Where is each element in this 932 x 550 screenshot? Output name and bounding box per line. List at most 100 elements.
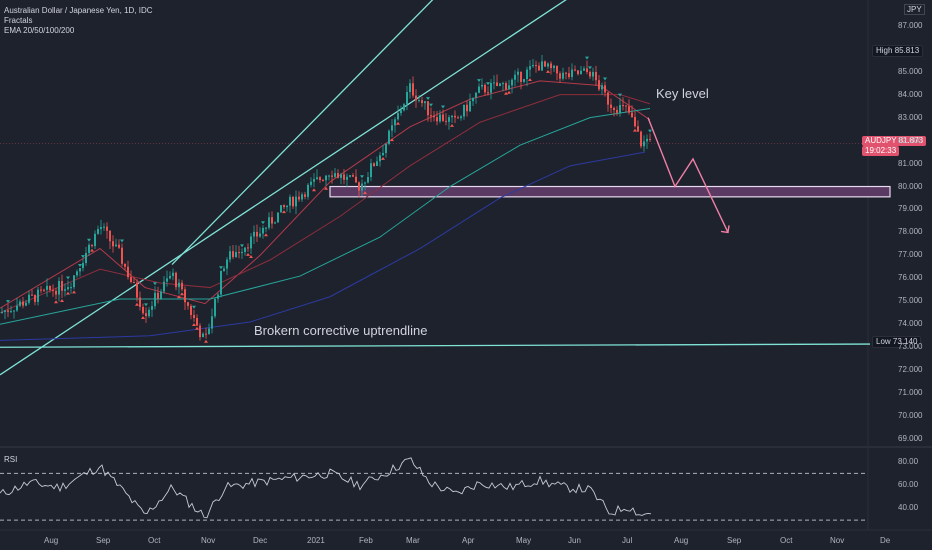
fractal-down-marker	[633, 128, 637, 132]
candle-body	[520, 71, 522, 82]
fractal-up-marker	[261, 221, 265, 225]
candle-body	[316, 177, 318, 180]
ema-line-4	[0, 151, 646, 341]
price-tick: 72.000	[898, 365, 923, 375]
candle-body	[100, 227, 102, 230]
projection-arrowhead	[720, 225, 730, 234]
candle-body	[433, 116, 435, 118]
fractal-down-marker	[54, 300, 58, 304]
candle-body	[274, 222, 276, 224]
candle-body	[13, 310, 15, 312]
fractal-down-marker	[60, 298, 64, 302]
price-tick: 74.000	[898, 319, 923, 329]
low-badge: Low 73.140	[872, 336, 922, 348]
candle-body	[205, 333, 207, 335]
candle-body	[106, 226, 108, 231]
candle-body	[646, 138, 648, 142]
indicator-fractals[interactable]: Fractals	[4, 16, 33, 25]
candle-body	[43, 289, 45, 291]
candle-body	[547, 63, 549, 67]
candle-body	[199, 325, 201, 338]
time-tick: Jul	[622, 536, 633, 545]
chart-legend: Australian Dollar / Japanese Yen, 1D, ID…	[4, 6, 153, 36]
candle-body	[514, 74, 516, 80]
candle-body	[466, 104, 468, 112]
ema-line-3	[0, 107, 651, 325]
candle-body	[313, 179, 315, 182]
fractal-down-marker	[72, 290, 76, 294]
candle-body	[415, 95, 417, 101]
candle-body	[439, 114, 441, 122]
fractal-up-marker	[78, 264, 82, 268]
candle-body	[538, 65, 540, 71]
price-tick: 87.000	[898, 20, 923, 30]
candle-body	[7, 310, 9, 312]
candle-body	[127, 266, 129, 278]
candle-body	[256, 231, 258, 237]
currency-label[interactable]: JPY	[904, 4, 925, 15]
candle-body	[586, 68, 588, 72]
candle-body	[232, 251, 234, 258]
candle-body	[580, 70, 582, 75]
time-tick: Sep	[727, 536, 742, 545]
candle-body	[460, 116, 462, 119]
indicator-ema[interactable]: EMA 20/50/100/200	[4, 26, 75, 35]
candle-body	[301, 194, 303, 200]
candle-body	[589, 71, 591, 77]
candle-body	[1, 312, 3, 314]
candle-body	[175, 272, 177, 288]
candle-body	[82, 263, 84, 269]
candle-body	[619, 105, 621, 113]
fractal-down-marker	[180, 292, 184, 296]
symbol-title[interactable]: Australian Dollar / Japanese Yen, 1D, ID…	[4, 6, 153, 15]
candle-body	[430, 115, 432, 117]
candle-body	[310, 181, 312, 185]
candle-body	[583, 68, 585, 71]
fractal-down-marker	[249, 254, 253, 258]
bar-timer: 19:02:33	[862, 146, 900, 156]
candle-body	[529, 66, 531, 70]
candle-body	[64, 289, 66, 291]
price-tick: 77.000	[898, 250, 923, 260]
candle-body	[532, 65, 534, 67]
fractal-up-marker	[603, 77, 607, 81]
candle-body	[445, 120, 447, 122]
fractal-up-marker	[486, 82, 490, 86]
candle-body	[355, 176, 357, 183]
fractal-up-marker	[120, 239, 124, 243]
candle-body	[160, 291, 162, 299]
time-tick: Sep	[96, 536, 111, 545]
fractal-up-marker	[153, 282, 157, 286]
candle-body	[451, 115, 453, 118]
candle-body	[403, 104, 405, 111]
candle-body	[568, 73, 570, 78]
candle-body	[598, 80, 600, 90]
candle-body	[556, 65, 558, 74]
candle-body	[631, 112, 633, 118]
candle-body	[412, 83, 414, 96]
rsi-tick: 40.00	[898, 503, 919, 513]
candle-body	[241, 251, 243, 253]
candle-body	[247, 247, 249, 249]
candle-body	[601, 85, 603, 90]
channel-upper-line	[171, 0, 434, 266]
candle-body	[427, 101, 429, 116]
candle-body	[376, 161, 378, 166]
candle-body	[4, 310, 6, 313]
candle-body	[493, 82, 495, 84]
key-level-annotation[interactable]: Key level	[656, 86, 709, 101]
candle-body	[79, 268, 81, 272]
candle-body	[367, 177, 369, 183]
candle-body	[613, 107, 615, 111]
candle-body	[157, 292, 159, 299]
candle-body	[151, 306, 153, 310]
candle-body	[115, 244, 117, 247]
candle-body	[565, 72, 567, 74]
time-tick: De	[880, 536, 891, 545]
trendline-annotation[interactable]: Brokern corrective uptrendline	[254, 323, 428, 338]
candle-body	[331, 175, 333, 177]
candle-body	[487, 92, 489, 94]
